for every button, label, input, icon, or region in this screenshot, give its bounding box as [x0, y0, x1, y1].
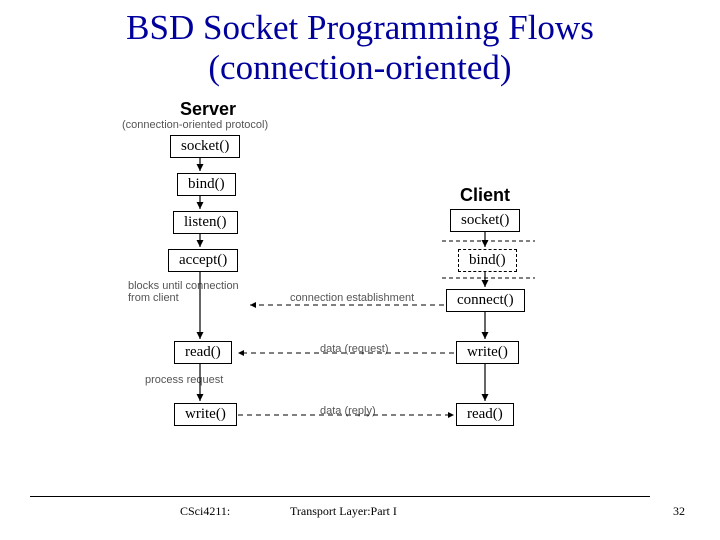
footer-page: 32	[673, 504, 685, 519]
footer-rule	[30, 496, 650, 497]
client-connect-box: connect()	[446, 289, 525, 312]
server-block-note-l2: from client	[128, 292, 239, 304]
server-listen-box: listen()	[173, 211, 238, 234]
footer-course: CSci4211:	[180, 504, 230, 519]
footer-topic: Transport Layer:Part I	[290, 504, 397, 519]
title-line-2: (connection-oriented)	[208, 48, 511, 87]
client-heading: Client	[460, 185, 510, 206]
server-block-note-l1: blocks until connection	[128, 280, 239, 292]
reply-label: data (reply)	[320, 405, 376, 417]
title-line-1: BSD Socket Programming Flows	[126, 8, 594, 47]
server-subtitle: (connection-oriented protocol)	[122, 119, 268, 131]
server-bind-box: bind()	[177, 173, 236, 196]
request-label: data (request)	[320, 343, 388, 355]
client-socket-box: socket()	[450, 209, 520, 232]
client-write-box: write()	[456, 341, 519, 364]
client-bind-box: bind()	[458, 249, 517, 272]
server-process-note: process request	[145, 374, 223, 386]
server-heading: Server	[180, 99, 236, 120]
slide-title: BSD Socket Programming Flows (connection…	[0, 0, 720, 89]
flow-diagram: Server (connection-oriented protocol) so…	[0, 97, 720, 497]
establish-label: connection establishment	[290, 292, 414, 304]
client-read-box: read()	[456, 403, 514, 426]
server-block-note: blocks until connection from client	[128, 280, 239, 304]
server-read-box: read()	[174, 341, 232, 364]
server-socket-box: socket()	[170, 135, 240, 158]
server-write-box: write()	[174, 403, 237, 426]
server-accept-box: accept()	[168, 249, 238, 272]
